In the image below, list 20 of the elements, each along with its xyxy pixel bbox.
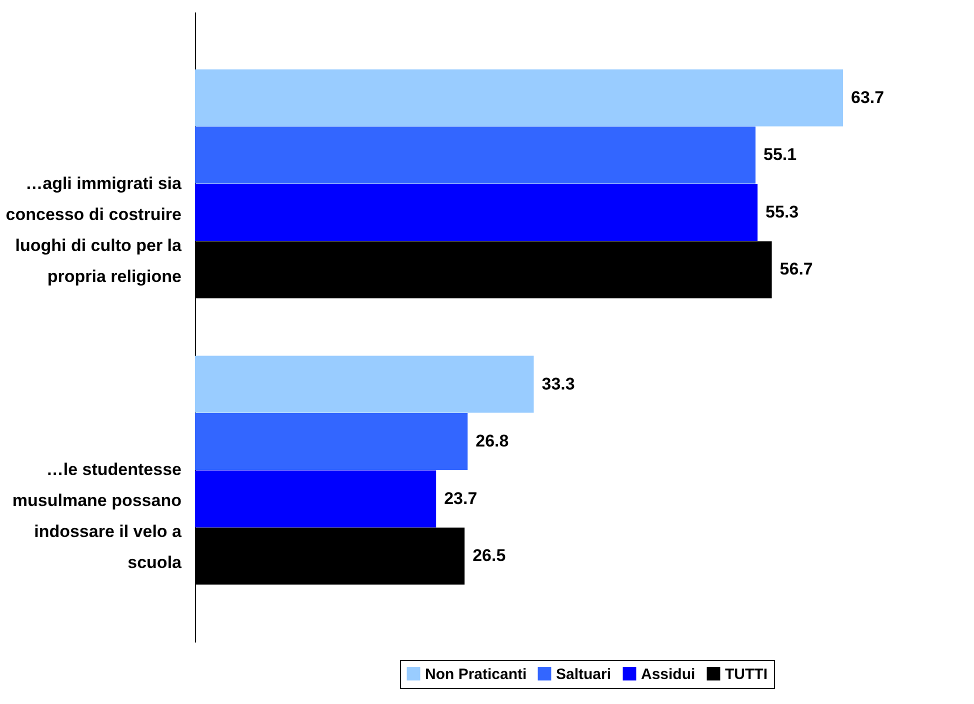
bar <box>195 356 534 413</box>
data-label: 63.7 <box>851 88 884 107</box>
data-label: 55.3 <box>766 202 799 222</box>
data-label: 56.7 <box>780 260 813 279</box>
legend-label: Assidui <box>641 666 696 683</box>
legend-label: Saltuari <box>556 666 612 683</box>
bar <box>195 69 843 126</box>
y-tick-label: …agli immigrati sia concesso di costruire luoghi di culto per la propria religione <box>6 174 182 286</box>
bar <box>195 470 436 528</box>
data-label: 33.3 <box>542 374 575 394</box>
bar <box>195 413 468 470</box>
bar <box>195 184 758 241</box>
legend-label: Non Praticanti <box>425 666 527 683</box>
y-tick-label: …le studentesse musulmane possano indossare il velo a scuola <box>12 460 182 572</box>
data-label: 26.5 <box>472 546 506 566</box>
data-label: 23.7 <box>444 488 478 508</box>
data-label: 55.1 <box>764 145 797 164</box>
legend-label: TUTTI <box>725 666 768 683</box>
data-label: 26.8 <box>476 432 509 451</box>
bar <box>195 126 756 184</box>
